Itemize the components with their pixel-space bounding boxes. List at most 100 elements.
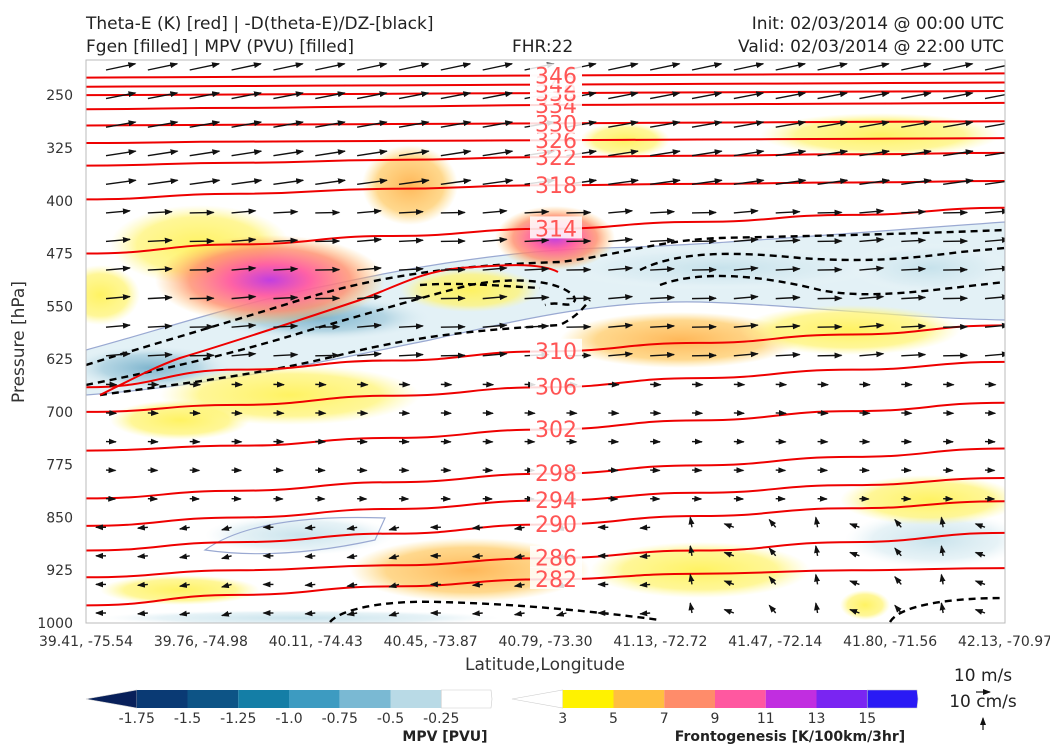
wind-vector-icon bbox=[688, 573, 695, 585]
wind-vector-icon bbox=[147, 323, 173, 330]
colorbar-cell bbox=[440, 689, 493, 709]
colorbar-cell bbox=[390, 690, 442, 708]
wind-vector-icon bbox=[859, 208, 885, 215]
wind-vector-icon bbox=[768, 604, 777, 614]
wind-vectors bbox=[95, 62, 1005, 617]
wind-vector-icon bbox=[231, 237, 257, 243]
stability-contour-2 bbox=[86, 279, 577, 387]
wind-vector-icon bbox=[723, 580, 735, 587]
wind-vector-icon bbox=[849, 523, 860, 530]
colorbar-tick-label: -1.5 bbox=[174, 711, 201, 727]
wind-vector-icon bbox=[733, 120, 765, 128]
theta-e-label-bg bbox=[530, 111, 582, 134]
wind-vector-icon bbox=[315, 120, 346, 128]
wind-vector-icon bbox=[482, 322, 508, 329]
wind-vector-icon bbox=[231, 62, 262, 71]
wind-vector-icon bbox=[398, 120, 430, 128]
wind-vector-icon bbox=[723, 523, 735, 530]
wind-vector-icon bbox=[440, 149, 472, 157]
y-axis-title: Pressure [hPa] bbox=[9, 281, 29, 403]
wind-vector-icon bbox=[859, 149, 891, 157]
wind-vector-icon bbox=[650, 149, 681, 157]
theta-e-label: 302 bbox=[535, 418, 577, 443]
wind-vector-icon bbox=[304, 524, 316, 531]
wind-vector-icon bbox=[775, 209, 801, 216]
wind-vector-icon bbox=[894, 547, 902, 557]
wind-vector-icon bbox=[189, 149, 221, 157]
x-tick-label: 41.47, -72.14 bbox=[728, 634, 822, 650]
wind-vector-icon bbox=[147, 120, 179, 128]
wind-vector-icon bbox=[768, 575, 777, 585]
plot-frame bbox=[85, 59, 1006, 624]
wind-vector-icon bbox=[650, 266, 676, 273]
stability-contour-7 bbox=[329, 600, 661, 623]
fgen-bottom-small bbox=[840, 590, 890, 620]
theta-e-label-bg bbox=[530, 488, 582, 511]
theta-e-label: 330 bbox=[535, 112, 577, 137]
wind-vector-icon bbox=[723, 551, 735, 558]
wind-vector-icon bbox=[817, 178, 849, 186]
theta-e-label-bg bbox=[530, 338, 582, 361]
wind-vector-icon bbox=[817, 62, 848, 71]
wind-vector-icon bbox=[482, 120, 514, 128]
wind-vector-icon bbox=[471, 610, 483, 617]
wind-vector-icon bbox=[105, 62, 137, 71]
wind-vector-icon bbox=[608, 62, 639, 71]
wind-vector-icon bbox=[688, 545, 695, 556]
colorbar-tick-label: -1.0 bbox=[275, 711, 302, 727]
x-axis-title: Latitude,Longitude bbox=[465, 655, 625, 675]
theta-e-label: 294 bbox=[535, 489, 577, 514]
wind-vector-icon bbox=[357, 237, 383, 243]
wind-vector-icon bbox=[147, 237, 173, 244]
wind-vector-icon bbox=[105, 149, 137, 157]
wind-vector-icon bbox=[775, 149, 807, 157]
theta-e-label-bg bbox=[530, 145, 582, 168]
wind-vector-icon bbox=[231, 351, 257, 358]
y-tick-label: 775 bbox=[46, 458, 73, 474]
x-tick-label: 41.13, -72.72 bbox=[613, 634, 707, 650]
wind-vector-icon bbox=[388, 582, 400, 589]
colorbar-tick-label: -1.75 bbox=[119, 711, 155, 727]
wind-vector-icon bbox=[814, 516, 821, 528]
wind-vector-icon bbox=[398, 91, 430, 100]
wind-vector-icon bbox=[482, 178, 514, 186]
wind-vector-icon bbox=[357, 91, 388, 100]
mpv-bottom bbox=[100, 610, 500, 623]
wind-vector-icon bbox=[315, 178, 346, 186]
y-axis-ticks: 250 325 400 475 550 625 700 775 850 925 1000 bbox=[37, 88, 73, 632]
fgen-max-left bbox=[155, 235, 385, 325]
wind-vector-icon bbox=[189, 62, 221, 71]
wind-vector-icon bbox=[231, 322, 257, 329]
wind-vector-icon bbox=[357, 208, 383, 215]
wind-vector-icon bbox=[440, 62, 472, 71]
colorbar-cell bbox=[664, 690, 715, 708]
wind-vector-icon bbox=[894, 575, 902, 585]
colorbar-cell bbox=[816, 690, 868, 708]
mpv-colorbar: -1.75 -1.5 -1.25 -1.0 -0.75 -0.5 -0.25 bbox=[85, 689, 493, 727]
wind-vector-icon bbox=[939, 602, 946, 614]
wind-vector-icon bbox=[304, 553, 316, 560]
wind-vector-icon bbox=[608, 351, 634, 358]
wind-vector-icon bbox=[136, 524, 148, 531]
colorbar-tick-label: 5 bbox=[609, 711, 618, 727]
wind-vector-icon bbox=[105, 351, 131, 358]
wind-vector-icon bbox=[513, 524, 525, 531]
wind-vector-icon bbox=[105, 208, 131, 215]
wind-vector-icon bbox=[901, 149, 932, 157]
wind-vector-icon bbox=[939, 545, 946, 556]
wind-vector-icon bbox=[147, 62, 179, 71]
wind-vector-icon bbox=[147, 149, 179, 157]
colorbar-cell bbox=[562, 690, 614, 708]
wind-vector-icon bbox=[315, 91, 346, 100]
wind-vector-icon bbox=[639, 581, 651, 588]
wind-vector-icon bbox=[398, 149, 430, 157]
wind-vector-icon bbox=[733, 265, 759, 272]
wind-vector-icon bbox=[639, 553, 651, 560]
y-tick-label: 925 bbox=[46, 563, 73, 579]
wind-vector-icon bbox=[608, 322, 634, 329]
wind-vector-icon bbox=[733, 62, 765, 71]
wind-vector-icon bbox=[775, 91, 807, 100]
frontogenesis-colorbar-title: Frontogenesis [K/100km/3hr] bbox=[675, 729, 905, 745]
wind-vector-icon bbox=[440, 178, 472, 186]
reference-vector-horizontal: 10 m/s bbox=[954, 666, 1012, 686]
